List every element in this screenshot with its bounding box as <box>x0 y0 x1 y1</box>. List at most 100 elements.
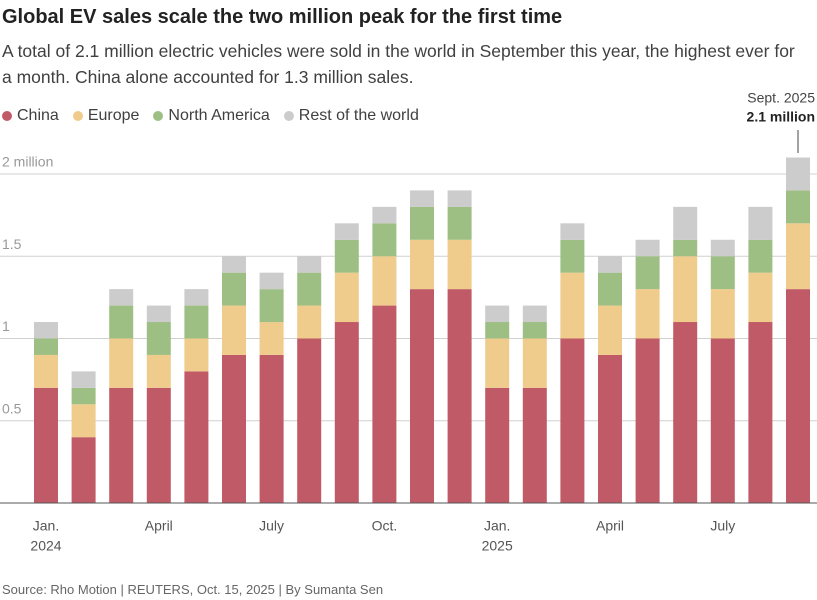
bar-segment <box>522 387 547 503</box>
annotation-label: Sept. 2025 <box>747 90 815 106</box>
bar-segment <box>485 338 510 388</box>
bar-segment <box>222 305 246 355</box>
bar-segment <box>372 256 397 306</box>
legend-label: Rest of the world <box>298 107 419 124</box>
bar-segment <box>522 305 547 323</box>
legend-item: China <box>2 107 59 125</box>
bar-segment <box>485 305 510 323</box>
bar-segment <box>259 322 284 355</box>
x-tick-label: Oct. <box>372 518 398 534</box>
bar-segment <box>635 256 660 290</box>
bar-segment <box>710 289 735 339</box>
bar-segment <box>710 239 735 257</box>
bar-segment <box>334 272 359 323</box>
bar-segment <box>673 256 698 323</box>
bar-segment <box>259 272 284 290</box>
bar-segment <box>522 338 547 388</box>
bar-segment <box>635 239 660 257</box>
bar-segment <box>109 305 134 339</box>
bar-segment <box>673 206 698 240</box>
bar-segment <box>786 190 810 224</box>
bar-segment <box>34 354 58 388</box>
bar-segment <box>334 239 359 273</box>
legend-item: Europe <box>72 107 140 125</box>
bar-segment <box>222 256 246 273</box>
bar-segment <box>71 404 96 438</box>
bar-segment <box>259 289 284 323</box>
bar-segment <box>222 354 246 503</box>
bar-segment <box>222 272 246 306</box>
bar-segment <box>522 322 547 339</box>
legend-label: China <box>17 107 59 124</box>
bar-segment <box>710 338 735 503</box>
legend-swatch <box>2 111 12 121</box>
x-tick-label: April <box>596 518 624 534</box>
legend-swatch <box>153 111 164 121</box>
chart: 0.5 1 1.5 2 million Jan. 2024 April July Oct. Jan… <box>0 90 817 554</box>
legend-swatch <box>283 111 294 121</box>
bar-segment <box>146 305 171 323</box>
bar-segment <box>560 338 585 503</box>
bar-segment <box>447 190 472 207</box>
legend-item: Rest of the world <box>283 107 419 125</box>
bar-segment <box>748 206 773 240</box>
bar-segment <box>748 322 773 503</box>
bar-segment <box>372 305 397 503</box>
chart-subtitle: A total of 2.1 million electric vehicles… <box>2 41 795 87</box>
bar-segment <box>485 322 510 339</box>
x-tick-label: Jan. <box>484 518 510 534</box>
bar-segment <box>673 322 698 503</box>
bar-segment <box>786 289 810 503</box>
bar-segment <box>334 322 359 503</box>
bar-segment <box>410 289 434 503</box>
bar-segment <box>109 387 134 503</box>
legend: China Europe North America Rest of the worl… <box>2 107 419 125</box>
x-tick-label: April <box>145 518 173 534</box>
bar-segment <box>184 289 209 306</box>
x-tick-label: July <box>259 518 284 534</box>
bar-segment <box>598 305 622 355</box>
bar-segment <box>334 223 359 240</box>
x-tick-label: Jan. <box>33 518 59 534</box>
bar-segment <box>184 305 209 339</box>
bar-segment <box>146 354 171 388</box>
y-tick-label: 1 <box>2 318 10 334</box>
bar-segment <box>184 338 209 372</box>
legend-label: Europe <box>87 107 140 124</box>
bar-segment <box>297 256 322 273</box>
bar-segment <box>34 387 58 503</box>
bar-segment <box>635 338 660 503</box>
bar-segment <box>71 437 96 503</box>
bar-segment <box>297 338 322 503</box>
annotation-value: 2.1 million <box>747 109 815 125</box>
legend-swatch <box>72 111 83 121</box>
bar-segment <box>109 289 134 306</box>
bar-segment <box>146 387 171 503</box>
bar-segment <box>297 272 322 306</box>
source: Source: Rho Motion | REUTERS, Oct. 15, 2… <box>2 582 384 597</box>
bar-segment <box>34 322 58 339</box>
bar-segment <box>34 338 58 355</box>
bar-segment <box>372 206 397 224</box>
y-tick-label: 1.5 <box>2 236 22 252</box>
bar-segment <box>710 256 735 290</box>
bar-segment <box>146 322 171 355</box>
x-tick-label: July <box>710 518 735 534</box>
legend-item: North America <box>153 107 270 125</box>
y-tick-label: 2 million <box>2 154 53 170</box>
bar-segment <box>372 223 397 257</box>
bar-segment <box>560 272 585 339</box>
chart-title: Global EV sales scale the two million pe… <box>2 6 563 28</box>
bar-segment <box>786 223 810 290</box>
bar-segment <box>447 206 472 240</box>
bar-segment <box>447 239 472 290</box>
bar-segment <box>560 239 585 273</box>
x-year-label: 2024 <box>30 538 61 554</box>
bar-segment <box>748 272 773 323</box>
bar-segment <box>447 289 472 503</box>
bar-segment <box>184 371 209 503</box>
y-tick-label: 0.5 <box>2 400 22 416</box>
bar-segment <box>485 387 510 503</box>
bar-segment <box>259 354 284 503</box>
bar-segment <box>410 239 434 290</box>
